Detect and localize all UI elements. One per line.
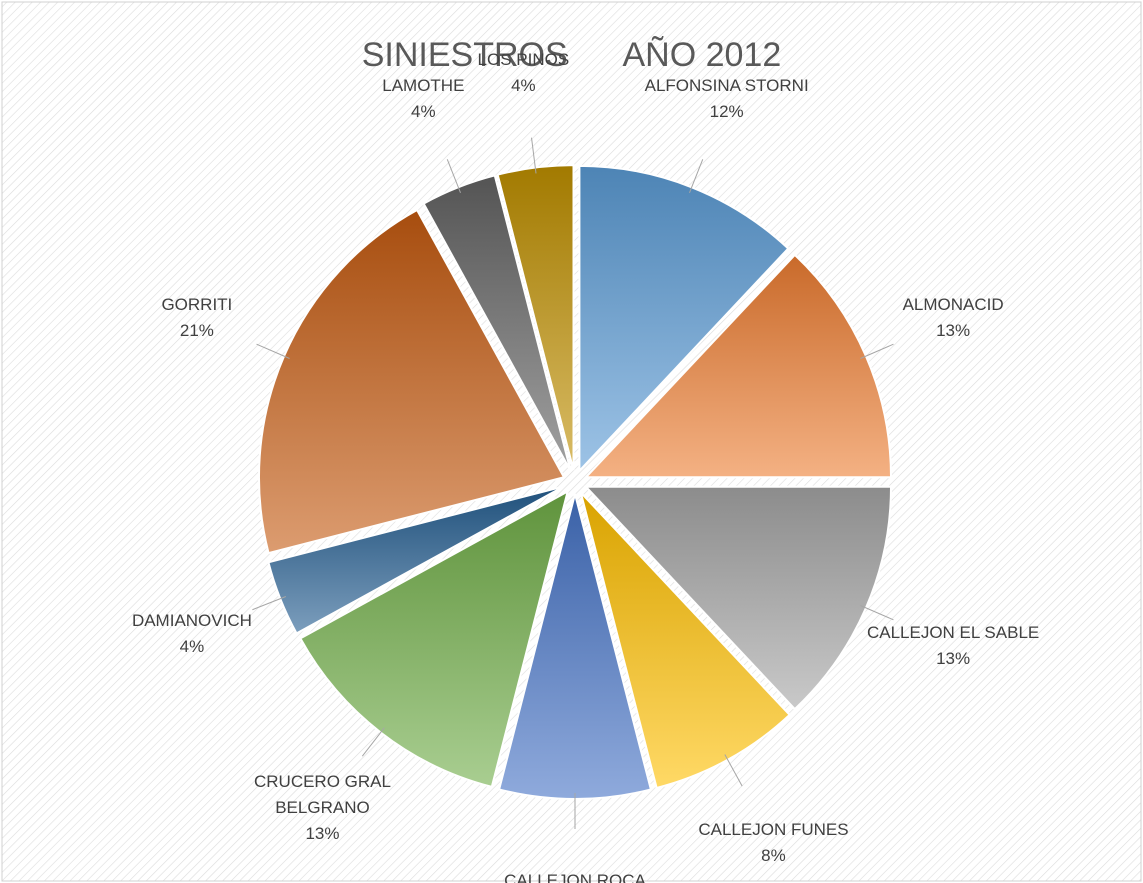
data-label: CRUCERO GRAL BELGRANO 13% — [227, 769, 417, 847]
leader-line — [446, 159, 461, 194]
leader-line — [689, 159, 704, 194]
leader-line — [860, 343, 894, 359]
leader-line — [256, 343, 290, 359]
leader-line — [860, 605, 894, 621]
value-label: 13% — [936, 648, 971, 668]
value-label: 13% — [305, 823, 340, 843]
data-label: CALLEJON FUNES 8% — [678, 817, 868, 869]
data-label: ALMONACID 13% — [858, 292, 1048, 344]
value-label: 12% — [709, 101, 744, 121]
category-label: ALFONSINA STORNI — [644, 75, 809, 95]
value-label: 4% — [411, 101, 436, 121]
data-label: LOS PINOS 4% — [428, 47, 618, 99]
leader-line — [531, 137, 537, 174]
category-label: LOS PINOS — [477, 50, 570, 70]
category-label: CRUCERO GRAL BELGRANO — [253, 771, 391, 817]
category-label: DAMIANOVICH — [131, 610, 252, 630]
value-label: 4% — [179, 636, 205, 656]
value-label: 21% — [179, 321, 214, 341]
data-label: DAMIANOVICH 4% — [97, 608, 287, 660]
chart-title: SINIESTROS AÑO 2012 — [361, 36, 782, 74]
value-label: 8% — [761, 846, 786, 866]
data-label: ALFONSINA STORNI 12% — [632, 73, 822, 125]
leader-line — [724, 754, 743, 787]
data-label: GORRITI 21% — [102, 292, 292, 344]
leader-line — [361, 727, 385, 757]
value-label: 4% — [511, 76, 536, 96]
category-label: GORRITI — [161, 295, 233, 315]
category-label: LAMOTHE — [382, 75, 465, 95]
category-label: ALMONACID — [902, 295, 1004, 315]
data-label: CALLEJON EL SABLE 13% — [858, 620, 1048, 672]
value-label: 13% — [936, 321, 971, 341]
data-label: CALLEJON ROCA8% — [480, 868, 670, 883]
category-label: CALLEJON EL SABLE — [866, 622, 1040, 642]
category-label: CALLEJON FUNES — [698, 820, 849, 840]
leader-line — [252, 596, 287, 611]
data-label: LAMOTHE 4% — [328, 73, 518, 125]
category-label: CALLEJON ROCA — [504, 871, 646, 883]
